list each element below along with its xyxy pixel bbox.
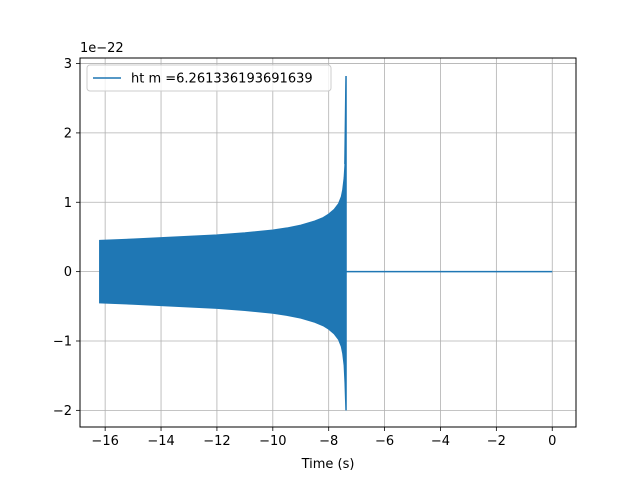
legend-box bbox=[86, 64, 332, 92]
x-tick-label: −8 bbox=[319, 434, 338, 449]
y-tick-label: −1 bbox=[53, 334, 72, 349]
x-tick-label: −14 bbox=[147, 434, 174, 449]
y-tick-label: −2 bbox=[53, 404, 72, 419]
y-tick-label: 2 bbox=[64, 126, 72, 141]
x-tick-label: −10 bbox=[259, 434, 286, 449]
plot-series bbox=[99, 76, 553, 411]
y-tick-label: 1 bbox=[64, 196, 72, 211]
y-axis-ticks: −2 −1 0 1 2 3 bbox=[53, 57, 80, 419]
y-tick-label: 0 bbox=[64, 265, 72, 280]
x-tick-label: 0 bbox=[548, 434, 556, 449]
legend: ht m =6.261336193691639 bbox=[86, 64, 332, 92]
x-axis-ticks: −16 −14 −12 −10 −8 −6 −4 −2 0 bbox=[91, 427, 556, 449]
x-tick-label: −16 bbox=[91, 434, 118, 449]
legend-entry-label: ht m =6.261336193691639 bbox=[131, 72, 313, 87]
x-tick-label: −6 bbox=[375, 434, 394, 449]
y-scale-label: 1e−22 bbox=[80, 41, 124, 56]
grid-lines bbox=[80, 58, 576, 427]
y-tick-label: 3 bbox=[64, 57, 72, 72]
x-axis-label: Time (s) bbox=[301, 457, 355, 472]
x-tick-label: −4 bbox=[431, 434, 450, 449]
plot-frame bbox=[79, 57, 577, 428]
x-tick-label: −2 bbox=[487, 434, 506, 449]
x-tick-label: −12 bbox=[203, 434, 230, 449]
series-merger-spike bbox=[344, 76, 347, 411]
